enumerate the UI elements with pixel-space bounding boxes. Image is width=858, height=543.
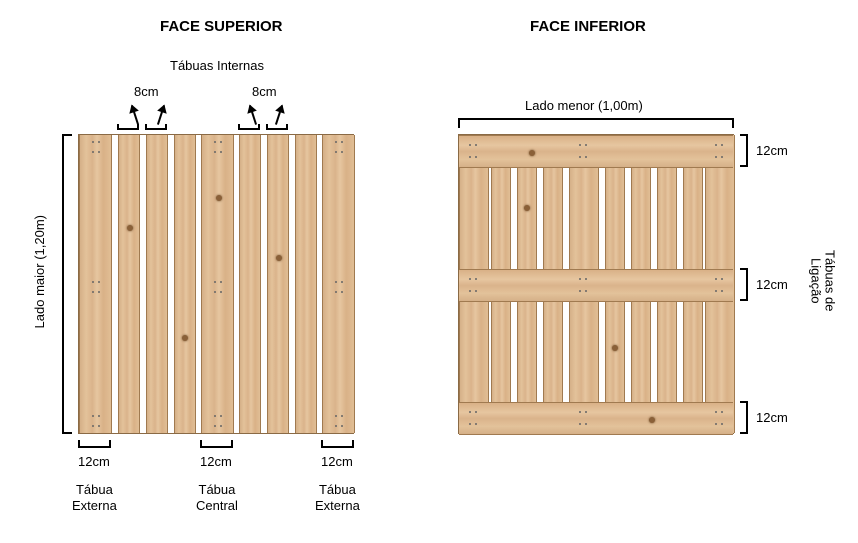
label-tabuas-internas: Tábuas Internas xyxy=(170,58,264,73)
v-board xyxy=(174,135,196,433)
title-face-superior: FACE SUPERIOR xyxy=(160,18,283,35)
bracket-lado-menor xyxy=(458,118,734,128)
bracket-12-left xyxy=(78,440,111,448)
label-tabua-externa-left: Tábua Externa xyxy=(72,482,117,513)
v-board xyxy=(146,135,168,433)
bracket-12-center xyxy=(200,440,233,448)
pallet-inferior-container xyxy=(458,134,734,434)
v-board xyxy=(239,135,261,433)
v-board xyxy=(295,135,317,433)
dim-12-center: 12cm xyxy=(200,454,232,469)
dim-8cm-2: 8cm xyxy=(252,84,277,99)
h-ligacao xyxy=(459,135,733,168)
title-face-inferior: FACE INFERIOR xyxy=(530,18,646,35)
h-ligacao xyxy=(459,269,733,302)
label-tabuas-ligacao: Tábuas de Ligação xyxy=(808,250,837,311)
arrow-8cm-2b xyxy=(275,105,283,125)
v-board xyxy=(322,135,355,433)
dim-12-r2: 12cm xyxy=(756,277,788,292)
bracket-12-r3 xyxy=(740,401,748,434)
bracket-12-r2 xyxy=(740,268,748,301)
h-ligacao xyxy=(459,402,733,435)
label-lado-maior: Lado maior (1,20m) xyxy=(32,215,47,328)
label-lado-menor: Lado menor (1,00m) xyxy=(525,98,643,113)
v-board xyxy=(267,135,289,433)
dim-12-right: 12cm xyxy=(321,454,353,469)
bracket-8cm-2a xyxy=(238,124,260,130)
label-tabua-central: Tábua Central xyxy=(196,482,238,513)
dim-12-r3: 12cm xyxy=(756,410,788,425)
label-tabua-externa-right: Tábua Externa xyxy=(315,482,360,513)
bracket-8cm-1a xyxy=(117,124,139,130)
dim-8cm-1: 8cm xyxy=(134,84,159,99)
v-board xyxy=(201,135,234,433)
bracket-12-right xyxy=(321,440,354,448)
bracket-12-r1 xyxy=(740,134,748,167)
arrow-8cm-2a xyxy=(249,105,257,125)
pallet-superior xyxy=(78,134,354,434)
dim-12-left: 12cm xyxy=(78,454,110,469)
pallet-inferior xyxy=(458,134,734,434)
pallet-superior-container xyxy=(78,134,354,434)
bracket-8cm-2b xyxy=(266,124,288,130)
v-board xyxy=(118,135,140,433)
dim-12-r1: 12cm xyxy=(756,143,788,158)
bracket-lado-maior xyxy=(62,134,72,434)
arrow-8cm-1b xyxy=(157,105,165,125)
bracket-8cm-1b xyxy=(145,124,167,130)
v-board xyxy=(79,135,112,433)
arrow-8cm-1a xyxy=(131,105,139,125)
